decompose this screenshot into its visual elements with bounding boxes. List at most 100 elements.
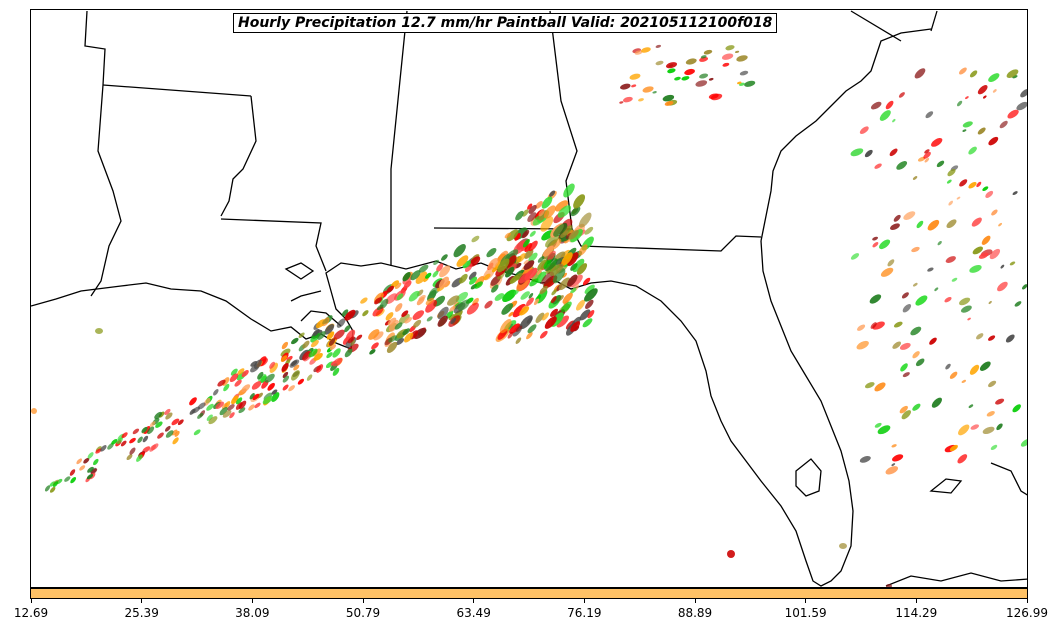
precip-blob — [136, 454, 143, 462]
precip-blob — [524, 243, 533, 252]
precip-blob — [436, 263, 444, 272]
colorbar-tick-label: 25.39 — [124, 606, 159, 620]
precip-blob — [641, 47, 651, 53]
precip-blob — [237, 368, 245, 375]
precip-blob — [189, 408, 196, 415]
precip-blob — [623, 96, 633, 103]
precip-blob — [550, 296, 557, 304]
precip-blob — [567, 274, 578, 287]
precip-blob — [521, 229, 530, 239]
precip-blob — [967, 317, 971, 321]
precip-blob — [129, 437, 136, 444]
precip-blob — [445, 310, 454, 319]
precip-blob — [879, 110, 891, 121]
coastline-gulf — [31, 240, 854, 587]
precip-blob — [249, 393, 255, 400]
precip-blob — [251, 381, 262, 390]
precip-blob — [526, 297, 534, 307]
precip-blob — [306, 374, 313, 381]
precip-blob — [971, 217, 982, 227]
state-border-al-fl — [433, 227, 762, 252]
precip-blob — [100, 445, 107, 452]
precip-blob — [924, 157, 930, 163]
precip-blob — [154, 411, 162, 420]
state-border-tx-la — [90, 84, 122, 297]
precip-blob — [468, 271, 477, 280]
precip-blob — [142, 446, 151, 453]
precip-blob — [893, 214, 901, 222]
precip-blob — [486, 248, 497, 258]
precip-blob — [402, 272, 411, 282]
precip-blob — [87, 466, 94, 473]
precip-blob — [721, 53, 734, 60]
precip-blob — [95, 328, 103, 334]
precip-blob — [572, 258, 585, 273]
precip-blob — [491, 284, 499, 293]
precip-blob — [912, 176, 918, 180]
precip-blob — [149, 421, 156, 428]
precip-blob — [839, 543, 847, 549]
precip-blob — [456, 255, 469, 267]
precip-blob — [524, 267, 538, 281]
precip-blob — [877, 425, 891, 435]
precip-blob — [931, 138, 943, 147]
precip-blob — [308, 348, 318, 358]
precip-blob — [970, 424, 980, 430]
precip-blob — [988, 380, 997, 388]
colorbar-tick — [251, 599, 253, 603]
precip-blob — [965, 96, 969, 100]
precip-blob — [1014, 301, 1022, 307]
precip-blob — [324, 324, 335, 335]
precip-blob — [977, 127, 986, 135]
precip-blob — [231, 395, 239, 405]
precip-blob — [547, 250, 556, 261]
precip-blob — [398, 313, 410, 324]
precip-blob — [543, 205, 556, 219]
precip-blob — [665, 62, 678, 69]
state-border-ar-ms-river — [220, 95, 257, 217]
precip-blob — [433, 259, 440, 266]
coastline-atlantic — [760, 28, 932, 242]
precip-blob — [568, 230, 579, 240]
precip-blob — [976, 333, 984, 340]
precip-blob — [988, 136, 999, 146]
precip-blob — [425, 299, 438, 313]
precip-blob — [447, 295, 460, 306]
precip-blob — [333, 329, 345, 340]
precip-blob — [1007, 109, 1019, 119]
precip-blob — [528, 204, 537, 214]
precip-blob — [850, 148, 864, 157]
precip-blob — [674, 76, 681, 81]
precip-blob — [193, 429, 201, 436]
precip-blob — [576, 299, 585, 311]
precip-blob — [725, 45, 735, 51]
state-border-ok-ar — [84, 10, 106, 86]
precip-blob — [356, 334, 363, 340]
precip-blob — [229, 412, 235, 419]
map-canvas — [31, 10, 1027, 587]
precip-blob — [514, 262, 522, 269]
precip-blob — [165, 430, 174, 438]
precip-blob — [541, 230, 554, 241]
precip-blob — [642, 86, 654, 93]
precip-blob — [282, 384, 289, 391]
precip-blob — [582, 277, 591, 286]
precip-blob — [345, 329, 356, 342]
precip-blob — [453, 244, 466, 258]
precip-blob — [413, 319, 422, 328]
precip-blob — [887, 259, 895, 267]
precip-blob — [872, 236, 879, 241]
precip-blob — [254, 402, 261, 409]
precip-blob — [558, 277, 571, 291]
precip-blob — [362, 310, 369, 317]
precip-blob — [425, 297, 435, 306]
precip-blob — [262, 395, 273, 405]
precip-blob — [455, 291, 469, 303]
precip-blob — [253, 359, 262, 369]
precip-blob — [297, 378, 304, 385]
precip-blob — [899, 405, 908, 414]
precip-blob — [439, 265, 451, 278]
precip-blob — [267, 382, 275, 391]
precip-blob — [1021, 284, 1027, 290]
precip-blob — [271, 392, 280, 402]
